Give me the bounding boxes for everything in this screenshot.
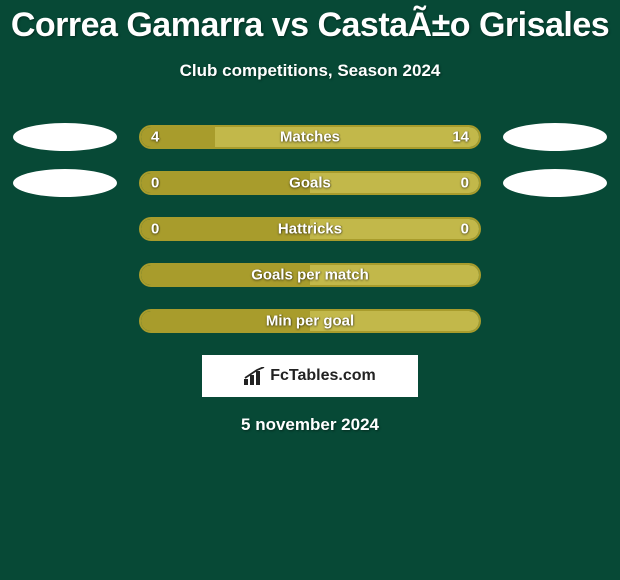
- stat-value-right: 14: [452, 129, 469, 146]
- avatar-spacer: [503, 307, 607, 335]
- stat-bar-right: [215, 127, 479, 147]
- stat-bar: Goals 0 0: [139, 171, 481, 195]
- subtitle: Club competitions, Season 2024: [0, 61, 620, 81]
- stat-label: Hattricks: [278, 221, 342, 238]
- avatar-spacer: [503, 215, 607, 243]
- page-title: Correa Gamarra vs CastaÃ±o Grisales: [0, 0, 620, 45]
- stat-row: Min per goal: [0, 309, 620, 333]
- stat-row: Goals per match: [0, 263, 620, 287]
- avatar-spacer: [13, 307, 117, 335]
- stat-bar: Matches 4 14: [139, 125, 481, 149]
- stats-container: Matches 4 14 Goals 0 0 Hattricks 0 0 Goals per ma…: [0, 125, 620, 333]
- player-left-avatar: [13, 169, 117, 197]
- stat-row: Matches 4 14: [0, 125, 620, 149]
- stat-value-right: 0: [461, 221, 469, 238]
- source-logo: FcTables.com: [202, 355, 418, 397]
- player-right-avatar: [503, 169, 607, 197]
- stat-bar-left: [141, 173, 310, 193]
- stat-value-left: 4: [151, 129, 159, 146]
- stat-label: Goals: [289, 175, 331, 192]
- stat-label: Matches: [280, 129, 340, 146]
- player-left-avatar: [13, 123, 117, 151]
- stat-bar: Hattricks 0 0: [139, 217, 481, 241]
- stat-bar: Goals per match: [139, 263, 481, 287]
- chart-icon: [244, 367, 266, 385]
- stat-label: Goals per match: [251, 267, 369, 284]
- avatar-spacer: [13, 215, 117, 243]
- stat-value-right: 0: [461, 175, 469, 192]
- stat-value-left: 0: [151, 175, 159, 192]
- stat-row: Goals 0 0: [0, 171, 620, 195]
- avatar-spacer: [503, 261, 607, 289]
- stat-label: Min per goal: [266, 313, 354, 330]
- date-label: 5 november 2024: [0, 415, 620, 435]
- stat-bar: Min per goal: [139, 309, 481, 333]
- player-right-avatar: [503, 123, 607, 151]
- stat-value-left: 0: [151, 221, 159, 238]
- logo-text: FcTables.com: [270, 367, 376, 385]
- stat-row: Hattricks 0 0: [0, 217, 620, 241]
- stat-bar-right: [310, 173, 479, 193]
- avatar-spacer: [13, 261, 117, 289]
